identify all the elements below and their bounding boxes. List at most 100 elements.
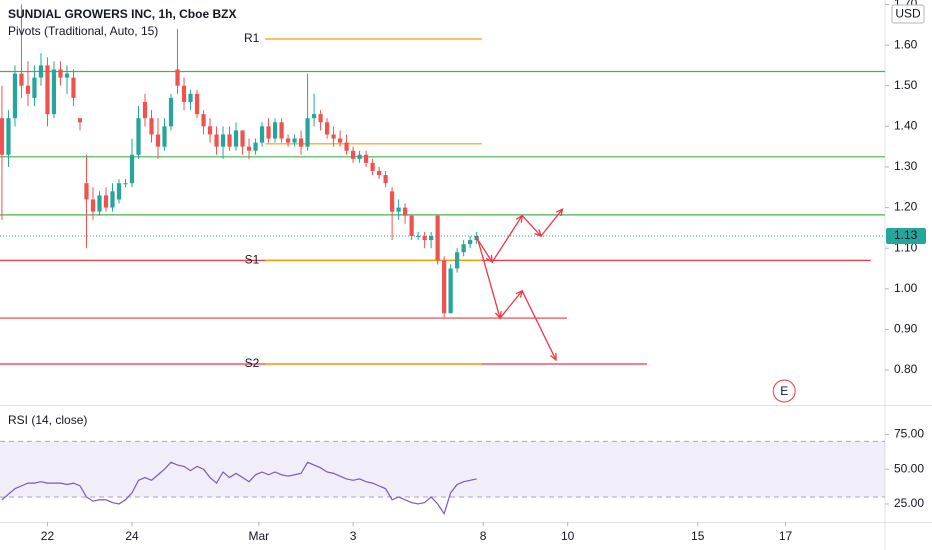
event-label[interactable]: E xyxy=(780,384,788,398)
currency-box[interactable] xyxy=(891,4,925,24)
chart-title: SUNDIAL GROWERS INC, 1h, Cboe BZX xyxy=(8,7,236,21)
candle-body xyxy=(103,195,109,208)
candle-body xyxy=(0,118,5,155)
candle-body xyxy=(201,114,206,127)
candle-body xyxy=(155,134,161,147)
candle-body xyxy=(272,122,278,139)
candle-body xyxy=(45,65,50,115)
indicator-label: Pivots (Traditional, Auto, 15) xyxy=(8,24,158,38)
candle-body xyxy=(71,77,76,98)
x-tick-label: 22 xyxy=(41,529,55,543)
rsi-pane xyxy=(0,440,885,516)
candle-body xyxy=(149,118,154,135)
candle-body xyxy=(233,130,239,147)
candle-body xyxy=(461,244,466,253)
candle-body xyxy=(188,93,193,102)
candle-body xyxy=(64,73,70,78)
candle-body xyxy=(116,183,122,200)
candle-body xyxy=(435,215,440,261)
candle-body xyxy=(305,118,310,147)
y-tick-label: 1.60 xyxy=(894,37,918,51)
candle-body xyxy=(220,134,226,147)
candle-body xyxy=(442,260,447,314)
candle-body xyxy=(370,162,375,172)
x-tick-label: 10 xyxy=(561,529,575,543)
arrowhead xyxy=(494,311,502,320)
candle-body xyxy=(110,191,115,208)
candle-body xyxy=(136,118,141,155)
candle-body xyxy=(129,154,135,184)
rsi-band xyxy=(0,441,885,497)
x-tick-label: 17 xyxy=(779,529,793,543)
arrowhead xyxy=(515,289,524,298)
y-tick-label: 1.20 xyxy=(894,200,918,214)
rsi-tick-label: 50.00 xyxy=(894,461,924,475)
candle-body xyxy=(331,134,336,139)
candle-body xyxy=(357,154,362,159)
candle-body xyxy=(194,93,200,115)
candle-body xyxy=(455,252,460,269)
level-label: R1 xyxy=(244,31,260,45)
candle-body xyxy=(429,236,434,241)
candle-body xyxy=(246,146,252,151)
x-tick-label: 3 xyxy=(350,529,357,543)
y-tick-label: 1.30 xyxy=(894,159,918,173)
candle-body xyxy=(350,150,356,159)
candle-body xyxy=(240,130,245,147)
candle-body xyxy=(448,268,453,314)
axes: 0.800.901.001.101.201.301.401.501.601.70… xyxy=(41,0,926,543)
y-tick-label: 1.40 xyxy=(894,119,918,133)
candle-body xyxy=(38,65,44,78)
candle-body xyxy=(6,118,11,155)
x-tick-label: 8 xyxy=(480,529,487,543)
currency[interactable]: USD xyxy=(895,7,921,21)
rsi-line xyxy=(1,461,477,516)
candle-body xyxy=(19,73,24,86)
candle-body xyxy=(279,122,284,139)
event-marker xyxy=(772,379,796,403)
candle-body xyxy=(324,122,330,135)
y-tick-label: 1.00 xyxy=(894,281,918,295)
candle-body xyxy=(253,142,258,151)
candle-body xyxy=(90,199,96,212)
candle-body xyxy=(311,114,317,119)
candle-body xyxy=(97,195,102,212)
candle-body xyxy=(58,69,63,78)
candle-body xyxy=(468,240,473,245)
x-tick-label: 15 xyxy=(691,529,705,543)
y-tick-label: 1.50 xyxy=(894,78,918,92)
rsi-tick-label: 75.00 xyxy=(894,427,924,441)
candle-body xyxy=(84,183,89,200)
candle-body xyxy=(422,236,427,241)
candle-body xyxy=(259,126,265,143)
main-pane: R1 S1 S2 E xyxy=(0,4,885,403)
candle-body xyxy=(12,73,18,119)
y-tick-label: 0.90 xyxy=(894,322,918,336)
candle-body xyxy=(337,138,343,143)
candle-body xyxy=(142,101,148,119)
x-tick-label: Mar xyxy=(248,529,269,543)
arrowhead xyxy=(485,254,494,264)
candle-body xyxy=(409,215,414,237)
last-price-tag xyxy=(886,228,926,245)
candle-body xyxy=(298,138,304,147)
candle-body xyxy=(181,85,187,102)
rsi-tick-label: 25.00 xyxy=(894,496,924,510)
candle-body xyxy=(285,138,291,143)
candle-body xyxy=(318,114,323,123)
x-tick-label: 24 xyxy=(125,529,139,543)
arrowhead xyxy=(515,214,523,223)
level-label: S1 xyxy=(245,253,260,267)
candle-body xyxy=(25,85,31,94)
projection-path xyxy=(477,239,557,361)
candle-body xyxy=(396,207,401,212)
candle-body xyxy=(123,183,128,185)
arrowhead xyxy=(555,208,564,217)
candle-body xyxy=(383,175,388,184)
candle-body xyxy=(175,69,180,86)
y-tick-label: 0.80 xyxy=(894,362,918,376)
